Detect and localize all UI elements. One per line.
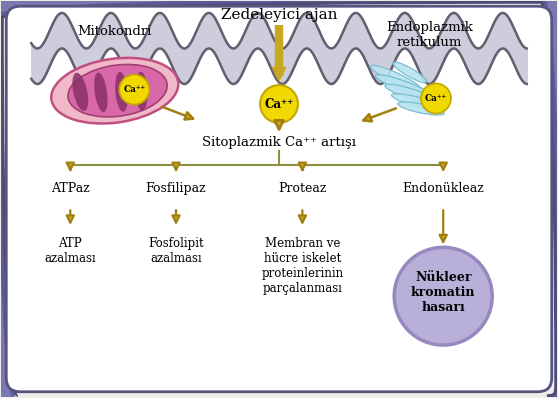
Text: Ca⁺⁺: Ca⁺⁺: [425, 94, 447, 103]
FancyBboxPatch shape: [6, 6, 552, 392]
Text: Fosfilipaz: Fosfilipaz: [146, 182, 206, 195]
Text: ATPaz: ATPaz: [51, 182, 90, 195]
Ellipse shape: [376, 75, 433, 98]
Text: Ca⁺⁺: Ca⁺⁺: [123, 85, 145, 94]
Text: Fosfolipit
azalması: Fosfolipit azalması: [148, 237, 204, 265]
Ellipse shape: [115, 72, 128, 112]
Ellipse shape: [68, 64, 167, 117]
Text: ATP
azalması: ATP azalması: [45, 237, 96, 265]
Circle shape: [260, 85, 298, 123]
Text: Endoplazmik
retikulum: Endoplazmik retikulum: [386, 21, 473, 49]
Circle shape: [119, 74, 150, 105]
Ellipse shape: [385, 84, 438, 104]
Circle shape: [394, 247, 492, 345]
Text: Endonükleaz: Endonükleaz: [402, 182, 484, 195]
Ellipse shape: [371, 65, 421, 90]
Text: Nükleer
kromatin
hasarı: Nükleer kromatin hasarı: [411, 271, 475, 314]
Text: Proteaz: Proteaz: [278, 182, 326, 195]
Text: Mitokondri: Mitokondri: [78, 25, 152, 38]
Circle shape: [421, 84, 451, 113]
Ellipse shape: [392, 94, 442, 110]
Ellipse shape: [94, 72, 108, 112]
Ellipse shape: [393, 62, 427, 83]
Text: Sitoplazmik Ca⁺⁺ artışı: Sitoplazmik Ca⁺⁺ artışı: [202, 137, 356, 149]
Ellipse shape: [51, 58, 179, 123]
Text: Ca⁺⁺: Ca⁺⁺: [264, 98, 294, 111]
Ellipse shape: [398, 102, 444, 115]
Text: Membran ve
hücre iskelet
proteinlerinin
parçalanması: Membran ve hücre iskelet proteinlerinin …: [261, 237, 343, 295]
Ellipse shape: [136, 72, 148, 111]
Ellipse shape: [73, 73, 88, 111]
Text: Zedeleyici ajan: Zedeleyici ajan: [221, 8, 337, 22]
